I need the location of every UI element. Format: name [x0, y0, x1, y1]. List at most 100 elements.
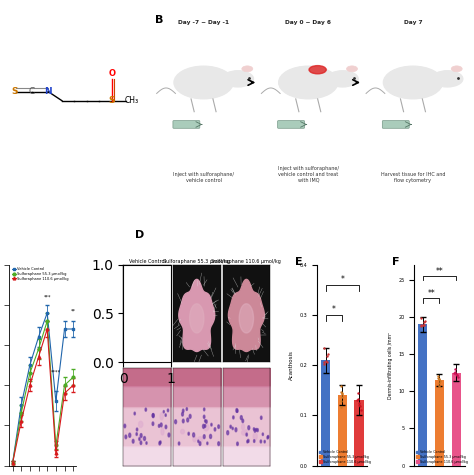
Ellipse shape	[203, 424, 209, 431]
Text: **: **	[436, 266, 443, 276]
Circle shape	[267, 436, 268, 439]
Circle shape	[211, 423, 212, 426]
Circle shape	[264, 440, 265, 443]
Circle shape	[248, 426, 250, 430]
Polygon shape	[190, 304, 204, 333]
Point	[436, 377, 443, 384]
Point	[452, 365, 459, 373]
Circle shape	[218, 442, 219, 446]
Circle shape	[205, 420, 206, 422]
Circle shape	[189, 414, 191, 418]
Circle shape	[204, 425, 206, 428]
Point	[337, 403, 345, 410]
Point	[356, 402, 364, 409]
Circle shape	[260, 440, 262, 443]
Point	[337, 383, 345, 390]
Ellipse shape	[242, 66, 253, 72]
Point	[435, 382, 442, 390]
Point	[324, 351, 331, 358]
Point	[453, 371, 461, 379]
Point	[323, 358, 331, 366]
Text: S: S	[11, 87, 18, 96]
Circle shape	[152, 414, 154, 418]
Legend: Vehicle Control, Sulforaphane 55.3 μmol/kg, Sulforaphane 110.6 μmol/kg: Vehicle Control, Sulforaphane 55.3 μmol/…	[319, 449, 371, 464]
Circle shape	[218, 425, 219, 428]
Circle shape	[207, 442, 208, 445]
Point	[417, 314, 425, 322]
Text: Inject with sulforaphane/
vehicle control: Inject with sulforaphane/ vehicle contro…	[173, 172, 234, 183]
Circle shape	[206, 420, 207, 423]
Ellipse shape	[160, 413, 163, 420]
Circle shape	[187, 418, 189, 422]
Point	[453, 371, 460, 379]
Point	[338, 393, 346, 400]
Ellipse shape	[279, 66, 338, 99]
Point	[320, 344, 328, 352]
Text: CH₃: CH₃	[125, 96, 139, 105]
Circle shape	[188, 432, 190, 435]
Text: F: F	[392, 257, 400, 267]
Circle shape	[186, 408, 188, 410]
Text: **: **	[427, 289, 435, 298]
Text: ***: ***	[44, 295, 51, 300]
Circle shape	[198, 440, 199, 443]
Circle shape	[210, 434, 211, 438]
Point	[421, 318, 428, 325]
Circle shape	[146, 442, 147, 444]
FancyBboxPatch shape	[278, 121, 304, 128]
Circle shape	[165, 425, 167, 429]
Title: Vehicle Control: Vehicle Control	[129, 259, 165, 264]
Circle shape	[140, 441, 142, 445]
Circle shape	[152, 414, 154, 417]
Text: O: O	[109, 69, 116, 78]
Circle shape	[139, 437, 140, 440]
Text: E: E	[295, 257, 302, 267]
Polygon shape	[239, 304, 254, 333]
Polygon shape	[129, 279, 165, 352]
Circle shape	[145, 408, 146, 411]
Ellipse shape	[346, 66, 357, 72]
Ellipse shape	[383, 66, 443, 99]
Text: **: **	[71, 309, 76, 314]
Circle shape	[167, 409, 169, 412]
Bar	[435, 380, 444, 466]
Circle shape	[247, 440, 248, 443]
Ellipse shape	[138, 421, 143, 428]
Y-axis label: Dermis-infiltrating cells /mm²: Dermis-infiltrating cells /mm²	[388, 332, 393, 399]
Circle shape	[267, 436, 269, 438]
Circle shape	[235, 428, 237, 432]
Point	[435, 375, 443, 383]
Circle shape	[165, 414, 166, 417]
Circle shape	[178, 442, 180, 445]
Circle shape	[247, 439, 249, 443]
Text: S: S	[109, 96, 115, 105]
Point	[419, 321, 427, 329]
Point	[418, 322, 425, 330]
Circle shape	[254, 429, 255, 432]
Point	[454, 373, 462, 381]
Text: C: C	[29, 87, 35, 96]
Circle shape	[227, 431, 229, 435]
Title: Sulforaphane 110.6 μmol/kg: Sulforaphane 110.6 μmol/kg	[211, 259, 281, 264]
Ellipse shape	[138, 436, 143, 441]
Point	[337, 388, 345, 396]
Circle shape	[233, 416, 234, 419]
Circle shape	[174, 420, 177, 424]
Circle shape	[230, 425, 231, 428]
Point	[417, 321, 425, 329]
Circle shape	[199, 442, 201, 446]
Circle shape	[260, 416, 262, 419]
Ellipse shape	[244, 430, 247, 434]
Point	[323, 352, 330, 360]
Ellipse shape	[222, 71, 254, 87]
Polygon shape	[179, 279, 215, 352]
Point	[451, 368, 458, 376]
Point	[355, 399, 363, 407]
FancyBboxPatch shape	[383, 121, 409, 128]
Point	[450, 369, 458, 376]
Point	[338, 390, 346, 397]
Circle shape	[134, 412, 136, 415]
Text: Day 7: Day 7	[404, 20, 422, 26]
Ellipse shape	[327, 71, 358, 87]
Circle shape	[160, 441, 161, 444]
